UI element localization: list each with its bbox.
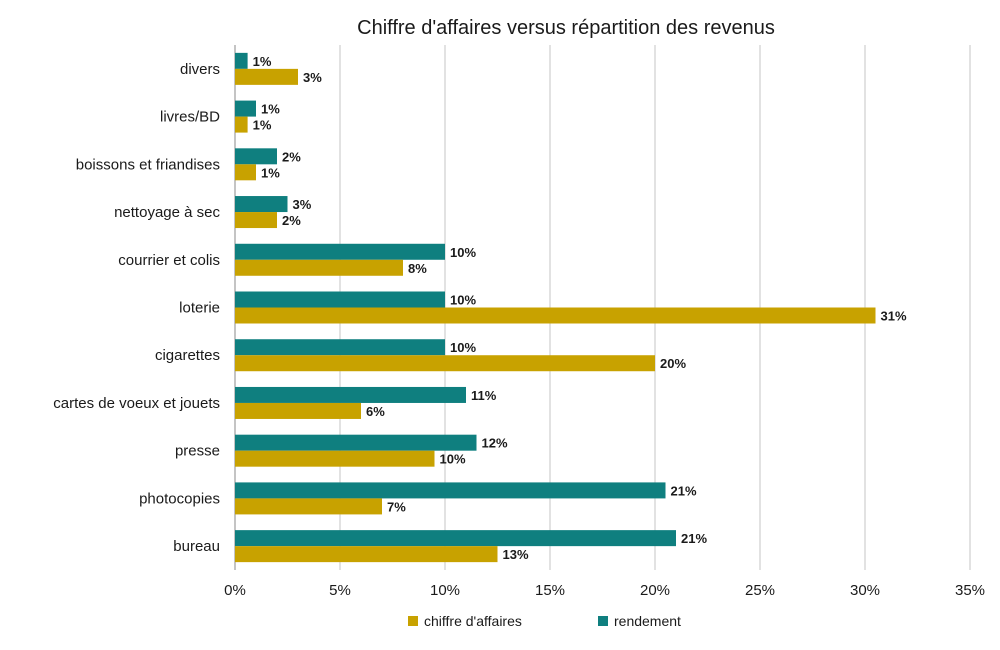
category-label: cartes de voeux et jouets bbox=[53, 395, 220, 412]
bar-chiffre-affaires bbox=[235, 259, 403, 276]
bar-rendement bbox=[235, 291, 445, 308]
legend-label: chiffre d'affaires bbox=[424, 613, 522, 629]
data-label: 10% bbox=[440, 452, 466, 467]
bar-chiffre-affaires bbox=[235, 68, 298, 85]
bar-chiffre-affaires bbox=[235, 307, 876, 324]
data-label: 6% bbox=[366, 404, 385, 419]
data-label: 10% bbox=[450, 293, 476, 308]
data-label: 2% bbox=[282, 149, 301, 164]
data-label: 1% bbox=[253, 54, 272, 69]
category-label: bureau bbox=[173, 538, 220, 555]
category-label: presse bbox=[175, 443, 220, 460]
data-label: 10% bbox=[450, 340, 476, 355]
data-labels: 1%3%1%1%2%1%3%2%10%8%10%31%10%20%11%6%12… bbox=[253, 54, 907, 562]
bar-chiffre-affaires bbox=[235, 498, 382, 515]
bar-chiffre-affaires bbox=[235, 546, 498, 563]
data-label: 11% bbox=[471, 388, 497, 403]
bar-chiffre-affaires bbox=[235, 450, 435, 467]
x-tick-label: 15% bbox=[535, 582, 565, 599]
legend-label: rendement bbox=[614, 613, 681, 629]
data-label: 2% bbox=[282, 213, 301, 228]
x-tick-label: 30% bbox=[850, 582, 880, 599]
data-label: 21% bbox=[671, 483, 697, 498]
category-label: loterie bbox=[179, 300, 220, 317]
x-tick-label: 10% bbox=[430, 582, 460, 599]
category-label: cigarettes bbox=[155, 347, 220, 364]
bar-rendement bbox=[235, 100, 256, 117]
data-label: 13% bbox=[503, 547, 529, 562]
bar-chiffre-affaires bbox=[235, 212, 277, 229]
bar-rendement bbox=[235, 386, 466, 403]
data-label: 7% bbox=[387, 499, 406, 514]
data-label: 21% bbox=[681, 531, 707, 546]
x-tick-label: 25% bbox=[745, 582, 775, 599]
category-labels: divers livres/BD boissons et friandises net… bbox=[53, 61, 220, 555]
bar-chiffre-affaires bbox=[235, 402, 361, 419]
bar-rendement bbox=[235, 434, 477, 451]
legend: chiffre d'affaires rendement bbox=[408, 613, 681, 629]
bar-rendement bbox=[235, 52, 248, 69]
data-label: 1% bbox=[253, 118, 272, 133]
data-label: 31% bbox=[881, 309, 907, 324]
bar-chiffre-affaires bbox=[235, 355, 655, 372]
data-label: 8% bbox=[408, 261, 427, 276]
category-label: livres/BD bbox=[160, 109, 220, 126]
bar-rendement bbox=[235, 482, 666, 499]
x-tick-label: 35% bbox=[955, 582, 985, 599]
bar-rendement bbox=[235, 243, 445, 260]
data-label: 3% bbox=[293, 197, 312, 212]
category-label: divers bbox=[180, 61, 220, 78]
data-label: 10% bbox=[450, 245, 476, 260]
bar-chiffre-affaires bbox=[235, 164, 256, 181]
bar-rendement bbox=[235, 530, 676, 547]
data-label: 20% bbox=[660, 356, 686, 371]
category-label: boissons et friandises bbox=[76, 156, 220, 173]
x-axis-ticks: 0% 5% 10% 15% 20% 25% 30% 35% bbox=[224, 582, 985, 599]
legend-swatch bbox=[598, 616, 608, 626]
bar-rendement bbox=[235, 148, 277, 165]
data-label: 1% bbox=[261, 102, 280, 117]
category-label: photocopies bbox=[139, 490, 220, 507]
bars bbox=[235, 52, 876, 563]
chart-title: Chiffre d'affaires versus répartition de… bbox=[357, 17, 775, 39]
category-label: courrier et colis bbox=[118, 252, 220, 269]
data-label: 12% bbox=[482, 436, 508, 451]
data-label: 3% bbox=[303, 70, 322, 85]
x-tick-label: 0% bbox=[224, 582, 246, 599]
category-label: nettoyage à sec bbox=[114, 204, 220, 221]
x-tick-label: 20% bbox=[640, 582, 670, 599]
legend-swatch bbox=[408, 616, 418, 626]
x-tick-label: 5% bbox=[329, 582, 351, 599]
data-label: 1% bbox=[261, 165, 280, 180]
bar-rendement bbox=[235, 196, 288, 213]
bar-rendement bbox=[235, 339, 445, 356]
bar-chiffre-affaires bbox=[235, 116, 248, 133]
